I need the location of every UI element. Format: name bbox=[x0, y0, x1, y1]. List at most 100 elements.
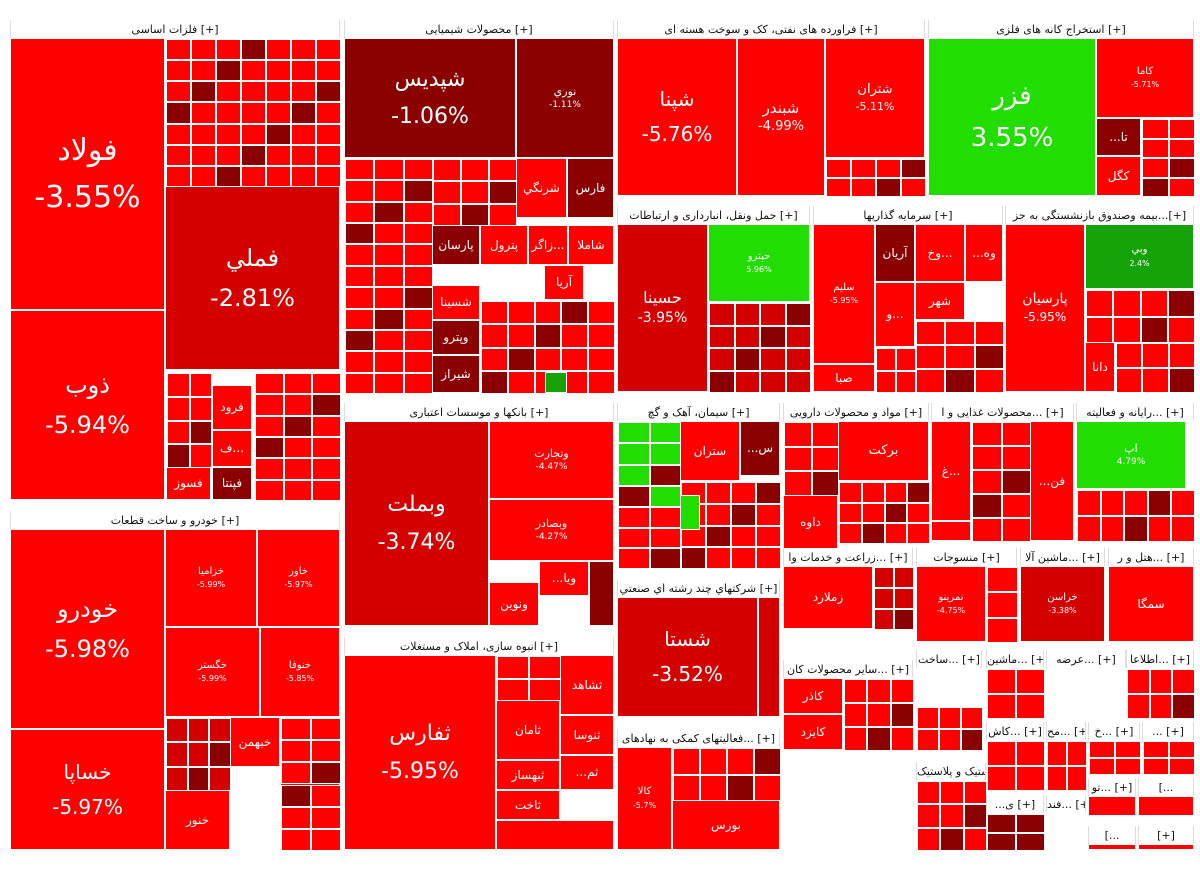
stock-tile[interactable]: فولاد -3.55% bbox=[10, 38, 165, 310]
treemap-minor-cell[interactable] bbox=[867, 703, 891, 727]
treemap-minor-cell[interactable] bbox=[1142, 368, 1169, 393]
treemap-minor-cell[interactable] bbox=[311, 762, 341, 785]
treemap-minor-cell[interactable] bbox=[1149, 694, 1173, 719]
treemap-minor-cell[interactable] bbox=[166, 742, 188, 767]
treemap-minor-cell[interactable] bbox=[706, 547, 731, 569]
treemap-minor-cell[interactable] bbox=[673, 774, 700, 801]
treemap-minor-cell[interactable] bbox=[901, 159, 926, 178]
treemap-minor-cell[interactable] bbox=[673, 748, 700, 775]
treemap-minor-cell[interactable] bbox=[987, 694, 1016, 719]
treemap-minor-cell[interactable] bbox=[760, 325, 786, 348]
treemap-minor-cell[interactable] bbox=[191, 39, 216, 61]
treemap-minor-cell[interactable] bbox=[266, 81, 291, 103]
stock-tile[interactable]: وبصادر -4.27% bbox=[489, 499, 614, 561]
treemap-minor-cell[interactable] bbox=[945, 345, 975, 369]
treemap-minor-cell[interactable] bbox=[1001, 518, 1031, 542]
treemap-minor-cell[interactable] bbox=[189, 373, 212, 397]
treemap-minor-cell[interactable] bbox=[709, 303, 735, 326]
treemap-minor-cell[interactable] bbox=[890, 703, 914, 727]
treemap-minor-tile[interactable] bbox=[971, 421, 1031, 542]
treemap-minor-cell[interactable] bbox=[851, 178, 876, 197]
treemap-minor-cell[interactable] bbox=[281, 762, 311, 785]
stock-tile[interactable]: ...ثم bbox=[560, 755, 614, 790]
treemap-minor-cell[interactable] bbox=[917, 729, 939, 751]
treemap-minor-tile[interactable] bbox=[545, 372, 567, 393]
treemap-minor-tile[interactable] bbox=[915, 320, 1004, 393]
sector-header[interactable]: رایانه و فعالیته... [+] bbox=[1076, 403, 1194, 421]
treemap-minor-cell[interactable] bbox=[241, 39, 266, 61]
treemap-minor-cell[interactable] bbox=[312, 479, 341, 501]
treemap-minor-cell[interactable] bbox=[281, 806, 311, 829]
stock-tile[interactable]: فرود bbox=[212, 385, 252, 430]
treemap-minor-cell[interactable] bbox=[1077, 516, 1101, 542]
treemap-minor-cell[interactable] bbox=[760, 370, 786, 393]
treemap-minor-cell[interactable] bbox=[345, 223, 375, 245]
treemap-minor-cell[interactable] bbox=[839, 523, 862, 544]
treemap-minor-cell[interactable] bbox=[987, 741, 1016, 766]
treemap-minor-cell[interactable] bbox=[291, 165, 316, 187]
treemap-minor-cell[interactable] bbox=[756, 547, 781, 569]
treemap-minor-cell[interactable] bbox=[266, 39, 291, 61]
treemap-minor-cell[interactable] bbox=[1116, 368, 1143, 393]
treemap-minor-cell[interactable] bbox=[618, 464, 650, 486]
treemap-minor-cell[interactable] bbox=[839, 502, 862, 524]
treemap-minor-tile[interactable] bbox=[838, 481, 930, 544]
treemap-minor-cell[interactable] bbox=[1168, 343, 1195, 368]
treemap-minor-cell[interactable] bbox=[811, 471, 839, 496]
treemap-minor-cell[interactable] bbox=[785, 370, 811, 393]
treemap-minor-tile[interactable] bbox=[873, 566, 914, 630]
treemap-minor-cell[interactable] bbox=[1077, 490, 1101, 516]
treemap-minor-tile[interactable] bbox=[986, 813, 1045, 851]
treemap-minor-cell[interactable] bbox=[1147, 490, 1172, 516]
treemap-minor-cell[interactable] bbox=[844, 679, 868, 703]
treemap-minor-tile[interactable] bbox=[986, 566, 1018, 643]
sector-header[interactable]: ساخت... [+] bbox=[916, 650, 982, 668]
treemap-minor-cell[interactable] bbox=[345, 372, 375, 394]
stock-tile[interactable]: خبهمن bbox=[230, 717, 280, 767]
treemap-minor-cell[interactable] bbox=[283, 479, 313, 501]
treemap-minor-cell[interactable] bbox=[241, 81, 266, 103]
stock-tile[interactable]: ستران bbox=[680, 421, 740, 481]
treemap-minor-cell[interactable] bbox=[403, 223, 433, 245]
treemap-minor-cell[interactable] bbox=[291, 102, 316, 124]
stock-tile[interactable]: شرنگي bbox=[516, 158, 567, 218]
treemap-minor-tile[interactable] bbox=[496, 820, 614, 850]
treemap-minor-cell[interactable] bbox=[940, 781, 964, 805]
sector-header[interactable]: ... [+] bbox=[1142, 722, 1194, 740]
treemap-minor-cell[interactable] bbox=[345, 201, 375, 224]
treemap-minor-cell[interactable] bbox=[1124, 490, 1148, 516]
treemap-minor-cell[interactable] bbox=[963, 827, 987, 851]
treemap-minor-cell[interactable] bbox=[374, 372, 404, 394]
treemap-minor-cell[interactable] bbox=[727, 774, 754, 801]
treemap-minor-cell[interactable] bbox=[588, 301, 615, 325]
treemap-minor-cell[interactable] bbox=[283, 437, 313, 459]
treemap-minor-cell[interactable] bbox=[345, 308, 375, 330]
treemap-minor-cell[interactable] bbox=[241, 123, 266, 145]
stock-tile[interactable]: نوري -1.11% bbox=[516, 38, 614, 158]
treemap-minor-cell[interactable] bbox=[255, 437, 284, 459]
treemap-minor-cell[interactable] bbox=[784, 471, 812, 496]
stock-tile[interactable]: دانا bbox=[1085, 342, 1115, 392]
treemap-minor-cell[interactable] bbox=[588, 370, 615, 394]
treemap-minor-cell[interactable] bbox=[316, 144, 341, 166]
treemap-minor-cell[interactable] bbox=[507, 301, 535, 325]
treemap-minor-cell[interactable] bbox=[1086, 316, 1114, 343]
sector-header[interactable]: بانکها و موسسات اعتباری [+] bbox=[344, 403, 614, 421]
stock-tile[interactable]: فپنتا bbox=[212, 467, 252, 500]
treemap-minor-cell[interactable] bbox=[507, 324, 535, 348]
treemap-minor-cell[interactable] bbox=[209, 718, 231, 743]
treemap-minor-cell[interactable] bbox=[917, 781, 941, 805]
treemap-minor-cell[interactable] bbox=[1167, 290, 1195, 317]
treemap-minor-tile[interactable] bbox=[783, 421, 839, 496]
treemap-minor-cell[interactable] bbox=[1001, 422, 1031, 446]
treemap-minor-cell[interactable] bbox=[731, 482, 756, 504]
treemap-minor-cell[interactable] bbox=[1140, 316, 1168, 343]
treemap-minor-tile[interactable] bbox=[165, 717, 231, 791]
treemap-minor-cell[interactable] bbox=[216, 144, 241, 166]
stock-tile[interactable]: نمرينو -4.75% bbox=[916, 566, 986, 642]
treemap-minor-cell[interactable] bbox=[189, 420, 212, 445]
treemap-minor-cell[interactable] bbox=[945, 369, 975, 393]
treemap-minor-cell[interactable] bbox=[403, 287, 433, 309]
treemap-minor-cell[interactable] bbox=[884, 482, 908, 503]
stock-tile[interactable]: شيراز bbox=[432, 355, 480, 393]
